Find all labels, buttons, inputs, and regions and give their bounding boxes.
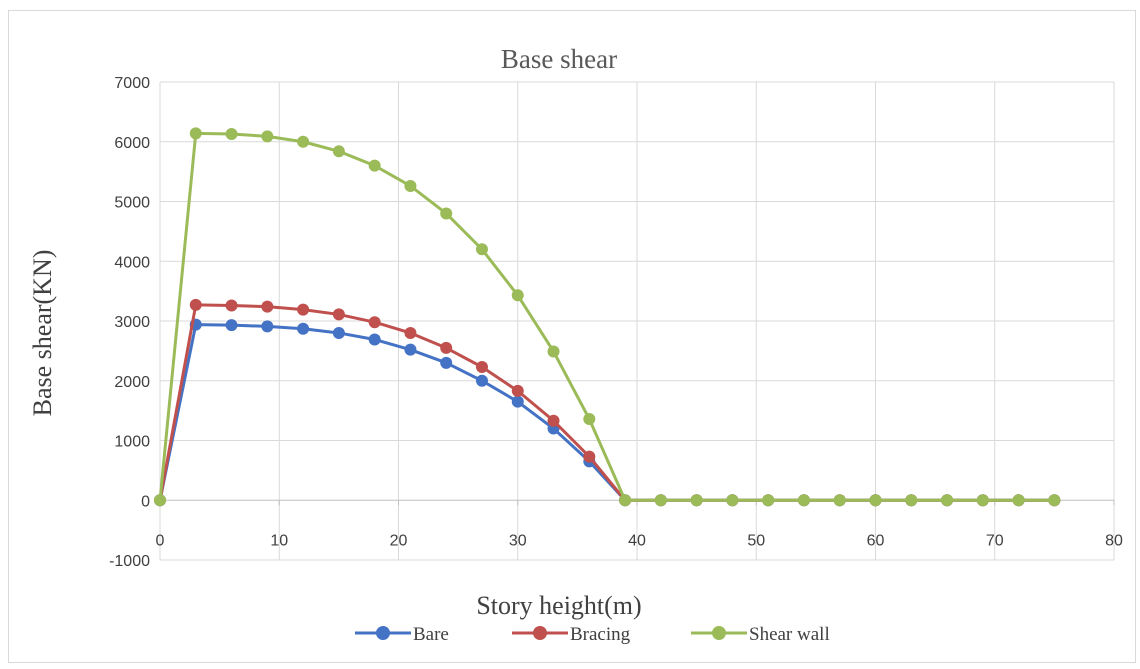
data-point-shear-wall bbox=[1012, 494, 1025, 507]
legend-label-shear-wall: Shear wall bbox=[749, 624, 830, 645]
data-point-bracing bbox=[547, 414, 560, 427]
legend-marker-shear-wall bbox=[712, 626, 726, 640]
data-point-bare bbox=[475, 374, 488, 387]
data-point-shear-wall bbox=[726, 494, 739, 507]
data-point-shear-wall bbox=[1048, 494, 1061, 507]
legend: Bare Bracing Shear wall bbox=[355, 624, 830, 645]
x-tick-label: 70 bbox=[986, 532, 1004, 549]
chart-area: Base shear -1000 0 1000 2000 3000 4000 5000 600… bbox=[8, 10, 1136, 663]
data-point-bracing bbox=[261, 300, 274, 313]
x-tick-label: 10 bbox=[270, 532, 288, 549]
series-line-bare bbox=[158, 323, 1055, 502]
y-tick-label: 5000 bbox=[114, 195, 150, 212]
data-point-bare bbox=[368, 333, 381, 346]
data-point-shear-wall bbox=[261, 130, 274, 143]
legend-label-bare: Bare bbox=[413, 624, 449, 645]
data-point-shear-wall bbox=[225, 127, 238, 140]
data-point-bracing bbox=[332, 308, 345, 321]
data-point-shear-wall bbox=[583, 412, 596, 425]
data-point-shear-wall bbox=[511, 289, 524, 302]
series-line-bracing bbox=[158, 303, 1055, 502]
data-point-bare bbox=[297, 322, 310, 335]
y-tick-label: 7000 bbox=[114, 75, 150, 92]
chart-title: Base shear bbox=[501, 44, 617, 74]
y-tick-label: 6000 bbox=[114, 135, 150, 152]
x-tick-label: 40 bbox=[628, 532, 646, 549]
y-axis-title: Base shear(KN) bbox=[28, 250, 57, 417]
data-point-bracing bbox=[440, 341, 453, 354]
data-point-bare bbox=[440, 356, 453, 369]
legend-marker-bare bbox=[376, 626, 390, 640]
axes: -1000 0 1000 2000 3000 4000 5000 6000 7000 0 10 20 3… bbox=[109, 75, 1123, 570]
data-point-shear-wall bbox=[905, 494, 918, 507]
data-point-shear-wall bbox=[869, 494, 882, 507]
data-point-bracing bbox=[511, 384, 524, 397]
data-point-shear-wall bbox=[475, 243, 488, 256]
data-point-bare bbox=[404, 343, 417, 356]
data-point-shear-wall bbox=[189, 127, 202, 140]
y-tick-label: -1000 bbox=[109, 553, 150, 570]
data-point-shear-wall bbox=[368, 159, 381, 172]
data-point-shear-wall bbox=[547, 345, 560, 358]
x-tick-label: 60 bbox=[867, 532, 885, 549]
y-tick-label: 4000 bbox=[114, 254, 150, 271]
data-point-bracing bbox=[404, 326, 417, 339]
y-tick-label: 1000 bbox=[114, 434, 150, 451]
x-tick-label: 30 bbox=[509, 532, 527, 549]
data-point-bracing bbox=[583, 450, 596, 463]
data-point-shear-wall bbox=[833, 494, 846, 507]
series-group bbox=[154, 127, 1061, 507]
data-point-bare bbox=[511, 395, 524, 408]
data-point-shear-wall bbox=[404, 179, 417, 192]
y-tick-label: 0 bbox=[141, 493, 150, 510]
data-point-bracing bbox=[225, 299, 238, 312]
data-point-shear-wall bbox=[690, 494, 703, 507]
x-axis-title: Story height(m) bbox=[476, 591, 641, 620]
data-point-bracing bbox=[475, 361, 488, 374]
data-point-shear-wall bbox=[619, 494, 632, 507]
data-point-shear-wall bbox=[941, 494, 954, 507]
data-point-bracing bbox=[368, 316, 381, 329]
legend-label-bracing: Bracing bbox=[570, 624, 631, 645]
data-point-shear-wall bbox=[297, 135, 310, 148]
x-tick-label: 50 bbox=[747, 532, 765, 549]
line-chart: Base shear -1000010002000300040005000600… bbox=[28, 44, 1123, 645]
x-tick-label: 0 bbox=[156, 532, 165, 549]
gridlines bbox=[159, 81, 1115, 561]
data-point-shear-wall bbox=[440, 207, 453, 220]
data-point-shear-wall bbox=[797, 494, 810, 507]
data-point-shear-wall bbox=[154, 494, 166, 507]
data-point-shear-wall bbox=[762, 494, 775, 507]
x-tick-label: 20 bbox=[390, 532, 408, 549]
data-point-bracing bbox=[297, 303, 310, 316]
data-point-bare bbox=[332, 326, 345, 339]
series-line-shear-wall bbox=[158, 131, 1055, 502]
x-tick-label: 80 bbox=[1105, 532, 1123, 549]
data-point-bracing bbox=[189, 298, 202, 311]
data-point-bare bbox=[225, 319, 238, 332]
data-point-shear-wall bbox=[654, 494, 667, 507]
data-point-shear-wall bbox=[976, 494, 989, 507]
legend-marker-bracing bbox=[533, 626, 547, 640]
y-tick-label: 3000 bbox=[114, 314, 150, 331]
y-tick-label: 2000 bbox=[114, 374, 150, 391]
data-point-shear-wall bbox=[332, 145, 345, 158]
data-point-bare bbox=[261, 320, 274, 333]
